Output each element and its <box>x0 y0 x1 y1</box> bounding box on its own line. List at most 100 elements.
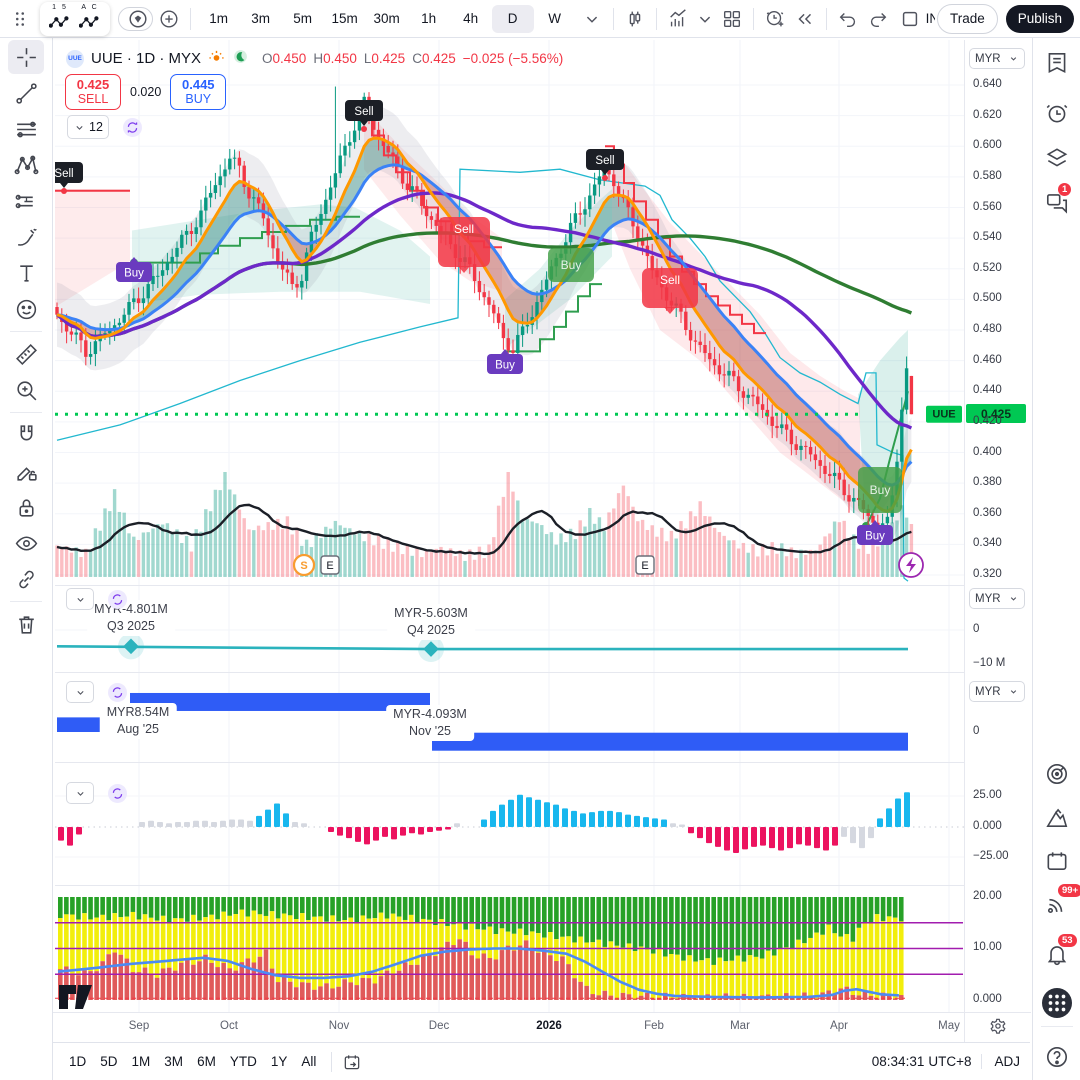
trade-button[interactable]: Trade <box>936 3 998 34</box>
emoji-tool[interactable] <box>8 292 44 326</box>
save-layout-icon[interactable] <box>896 5 924 33</box>
help-icon[interactable] <box>1044 1044 1070 1070</box>
crosshair-tool[interactable] <box>8 40 44 74</box>
earnings-axis[interactable]: MYR 0 −10 M <box>964 586 1031 672</box>
draw-lock-tool[interactable] <box>8 454 44 488</box>
object-tree-icon[interactable] <box>1044 145 1070 171</box>
currency-dropdown[interactable]: MYR <box>969 588 1025 609</box>
symbol-title[interactable]: UUE · 1D · MYX <box>91 50 202 67</box>
add-symbol-button[interactable] <box>155 5 183 33</box>
range-6m[interactable]: 6M <box>197 1054 216 1069</box>
layout-name[interactable]: INtra <box>925 11 935 26</box>
xabcd-pattern-tool[interactable] <box>8 148 44 182</box>
strength-gauge-pane[interactable] <box>55 886 965 1012</box>
timeframe-30m[interactable]: 30m <box>373 11 400 26</box>
magnet-tool[interactable] <box>8 418 44 452</box>
revenue-axis[interactable]: MYR 0 <box>964 673 1031 762</box>
horizontal-lines-tool[interactable] <box>8 112 44 146</box>
range-1y[interactable]: 1Y <box>270 1054 288 1069</box>
pane-collapse-button[interactable] <box>66 782 94 804</box>
go-to-date-icon[interactable] <box>331 1051 362 1072</box>
time-label: Feb <box>644 1020 664 1032</box>
pane-collapse-button[interactable] <box>66 681 94 703</box>
chart-style-candles-icon[interactable] <box>621 5 649 33</box>
quarterly-earnings-pane[interactable] <box>55 586 965 672</box>
timeframe-3m[interactable]: 3m <box>251 11 271 26</box>
lock-all-tool[interactable] <box>8 490 44 524</box>
range-1m[interactable]: 1M <box>131 1054 151 1069</box>
watchlist-icon[interactable] <box>1044 50 1070 76</box>
ruler-tool[interactable] <box>8 337 44 371</box>
refresh-icon[interactable] <box>108 589 127 609</box>
timeframe-1h[interactable]: 1h <box>421 11 437 26</box>
timeframe-4h[interactable]: 4h <box>463 11 479 26</box>
symbol-search-input[interactable] <box>118 6 153 31</box>
remove-drawings-tool[interactable] <box>8 607 44 641</box>
nov-revenue-label: MYR-4.093M Nov '25 <box>386 705 474 741</box>
timeframe-5m[interactable]: 5m <box>293 11 313 26</box>
indicators-chevron-icon[interactable] <box>694 5 716 33</box>
timeframe-1m[interactable]: 1m <box>209 11 229 26</box>
alert-clock-icon[interactable] <box>761 5 789 33</box>
chat-icon[interactable]: 1 <box>1044 183 1072 216</box>
economic-calendar-icon[interactable] <box>1044 848 1070 874</box>
favorite-template-2[interactable]: A C <box>76 3 104 35</box>
timeframe-chevron-icon[interactable] <box>578 5 606 33</box>
buy-button[interactable]: 0.445 BUY <box>170 74 227 110</box>
time-axis[interactable]: Sep Oct Nov Dec 2026 Feb Mar Apr May <box>52 1012 964 1043</box>
refresh-icon[interactable] <box>108 783 127 803</box>
notifications-icon[interactable]: 53 <box>1044 934 1077 967</box>
alarm-clock-icon[interactable] <box>1044 100 1070 126</box>
axis-tick: 10.00 <box>973 941 1002 953</box>
price-axis[interactable]: MYR 0.425 0.640 0.620 0.600 0.580 0.560 0.540… <box>964 40 1031 585</box>
pane-divider[interactable] <box>55 762 965 763</box>
streams-icon[interactable]: 99+ <box>1044 884 1080 917</box>
histogram-axis[interactable]: 25.00 0.000 −25.00 <box>964 763 1031 885</box>
hide-all-tool[interactable] <box>8 526 44 560</box>
interval-dropdown[interactable]: 12 <box>67 115 109 139</box>
range-1d[interactable]: 1D <box>69 1054 87 1069</box>
range-5d[interactable]: 5D <box>100 1054 118 1069</box>
zoom-in-tool[interactable] <box>8 373 44 407</box>
publish-button[interactable]: Publish <box>1005 4 1074 33</box>
bar-replay-icon[interactable] <box>791 5 819 33</box>
brush-tool[interactable] <box>8 220 44 254</box>
timeframe-W[interactable]: W <box>548 11 562 26</box>
clock[interactable]: 08:34:31 <box>871 1054 925 1069</box>
range-3m[interactable]: 3M <box>164 1054 184 1069</box>
pane-divider[interactable] <box>55 885 965 886</box>
undo-icon[interactable] <box>834 5 862 33</box>
long-position-tool[interactable] <box>8 184 44 218</box>
pane-collapse-button[interactable] <box>66 588 94 610</box>
currency-dropdown[interactable]: MYR <box>969 48 1025 69</box>
trend-line-tool[interactable] <box>8 76 44 110</box>
ideas-icon[interactable] <box>1044 805 1070 831</box>
timezone[interactable]: UTC+8 <box>928 1054 972 1069</box>
text-tool[interactable] <box>8 256 44 290</box>
timeframe-15m[interactable]: 15m <box>331 11 358 26</box>
pane-divider[interactable] <box>55 672 965 673</box>
currency-dropdown[interactable]: MYR <box>969 681 1025 702</box>
q3-earnings-label: MYR-4.801M Q3 2025 <box>87 600 175 636</box>
range-ytd[interactable]: YTD <box>229 1054 257 1069</box>
layout-grid-icon[interactable] <box>718 5 746 33</box>
gear-icon[interactable] <box>988 1016 1008 1041</box>
drag-handle-icon[interactable] <box>6 5 34 33</box>
refresh-icon[interactable] <box>108 682 127 702</box>
gauge-axis[interactable]: 20.00 10.00 0.000 <box>964 886 1031 1012</box>
timeframe-D[interactable]: D <box>491 4 534 33</box>
adjust-toggle[interactable]: ADJ <box>981 1054 1020 1069</box>
favorite-template-1[interactable]: 1 5 <box>46 3 74 35</box>
link-drawings-tool[interactable] <box>8 562 44 596</box>
range-all[interactable]: All <box>301 1054 317 1069</box>
sell-button[interactable]: 0.425 SELL <box>65 74 121 110</box>
momentum-histogram-pane[interactable] <box>55 763 965 885</box>
indicators-icon[interactable] <box>664 5 692 33</box>
redo-icon[interactable] <box>864 5 892 33</box>
apps-menu-icon[interactable] <box>1042 988 1072 1018</box>
refresh-icon[interactable] <box>123 117 142 137</box>
revenue-pane[interactable] <box>55 673 965 762</box>
screener-icon[interactable] <box>1044 761 1070 787</box>
pane-divider[interactable] <box>55 585 965 586</box>
